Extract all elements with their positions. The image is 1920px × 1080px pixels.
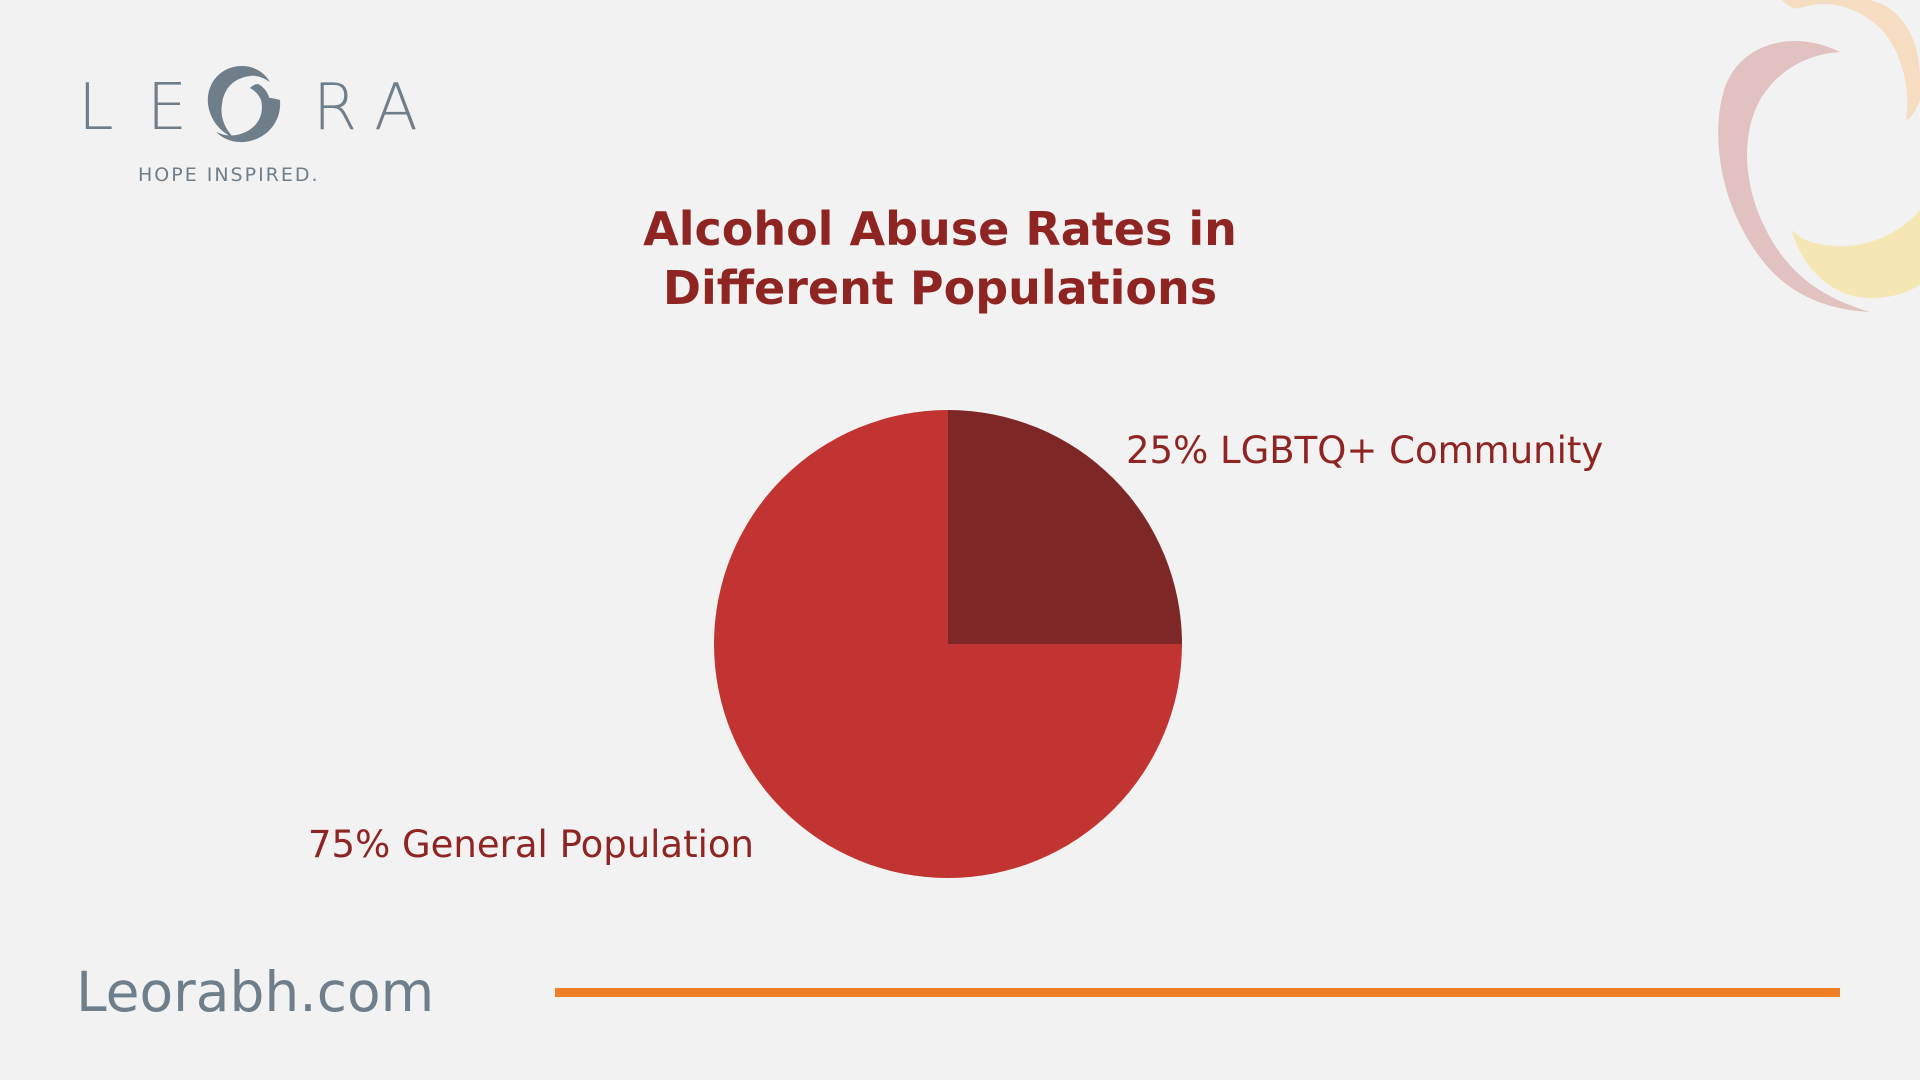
pie-slice-general xyxy=(714,410,1182,878)
slice-label-general: 75% General Population xyxy=(308,823,754,866)
leora-logo: L E O R A HOPE INSPIRED. xyxy=(78,60,418,190)
pie-slices xyxy=(714,410,1182,878)
logo-swirl-icon xyxy=(207,66,281,143)
footer-accent-line xyxy=(555,988,1840,997)
logo-letter-a: A xyxy=(374,71,418,145)
website-link[interactable]: Leorabh.com xyxy=(76,960,435,1024)
decorative-swirl-icon xyxy=(1718,0,1920,313)
logo-letter-e: E xyxy=(146,71,188,145)
slice-label-lgbtq: 25% LGBTQ+ Community xyxy=(1126,429,1603,472)
chart-title-line-2: Different Populations xyxy=(662,261,1218,315)
chart-title: Alcohol Abuse Rates in Different Populat… xyxy=(560,200,1320,318)
logo-letter-l: L xyxy=(78,71,114,145)
pie-slice-lgbtq xyxy=(948,410,1182,644)
logo-wordmark: L E O R A xyxy=(78,68,428,148)
chart-title-line-1: Alcohol Abuse Rates in xyxy=(643,202,1237,256)
logo-tagline: HOPE INSPIRED. xyxy=(138,164,320,186)
logo-letter-r: R xyxy=(312,71,358,145)
